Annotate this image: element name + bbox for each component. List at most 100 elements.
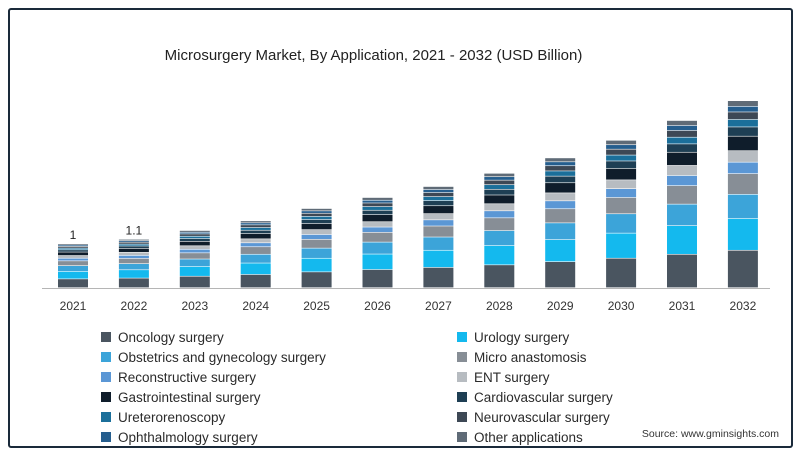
bar-segment-2021-1	[58, 271, 88, 279]
bar-segment-2021-0	[58, 279, 88, 288]
bar-segment-2026-7	[362, 210, 393, 215]
bar-segment-2032-7	[727, 127, 758, 136]
bar-segment-2028-7	[484, 189, 515, 195]
legend-item: Obstetrics and gynecology surgery	[101, 347, 326, 367]
bar-segment-2030-10	[606, 145, 637, 149]
bar-segment-2030-5	[606, 180, 637, 189]
bar-segment-2028-2	[484, 230, 515, 246]
bar-segment-2024-6	[240, 233, 271, 239]
bar-segment-2026-10	[362, 200, 393, 203]
bar-segment-2029-10	[545, 162, 576, 166]
bar-segment-2029-5	[545, 193, 576, 201]
legend-item: Cardiovascular surgery	[457, 387, 613, 407]
bar-segment-2030-1	[606, 233, 637, 258]
bar-segment-2031-2	[667, 204, 697, 226]
bar-segment-2032-6	[727, 136, 758, 151]
source-note: Source: www.gminsights.com	[641, 428, 779, 440]
legend-swatch	[101, 332, 111, 342]
bar-segment-2024-1	[240, 263, 271, 275]
bar-segment-2030-9	[606, 149, 637, 155]
bar-segment-2028-8	[484, 185, 515, 189]
data-label-2022: 1.1	[126, 224, 143, 238]
bar-segment-2027-2	[423, 237, 454, 250]
bar-segment-2028-1	[484, 245, 515, 265]
bar-segment-2022-3	[118, 258, 149, 264]
bar-segment-2022-5	[118, 252, 149, 256]
bar-segment-2029-7	[545, 176, 576, 183]
legend-swatch	[101, 432, 111, 442]
bar-segment-2031-1	[667, 225, 697, 254]
legend-label: Other applications	[474, 429, 583, 445]
bar-segment-2032-3	[727, 173, 758, 195]
bar-segment-2028-6	[484, 195, 515, 204]
bar-segment-2022-2	[118, 263, 149, 270]
bar-segment-2021-6	[58, 252, 88, 256]
legend-label: Micro anastomosis	[474, 349, 587, 365]
bar-segment-2023-8	[179, 236, 210, 239]
bar-segment-2022-11	[118, 239, 149, 241]
bar-segment-2027-7	[423, 200, 454, 206]
bar-segment-2027-11	[423, 186, 454, 190]
bar-segment-2026-2	[362, 242, 393, 254]
bar-segment-2030-0	[606, 258, 637, 288]
bar-segment-2027-1	[423, 250, 454, 268]
bar-segment-2024-0	[240, 274, 271, 288]
bar-segment-2028-10	[484, 177, 515, 180]
bar-segment-2029-4	[545, 201, 576, 209]
bar-segment-2029-2	[545, 223, 576, 240]
bar-segment-2022-6	[118, 248, 149, 253]
bar-segment-2027-4	[423, 220, 454, 226]
bar-segment-2025-6	[301, 223, 332, 230]
bar-segment-2021-4	[58, 258, 88, 261]
legend-item: Other applications	[457, 427, 583, 447]
bar-segment-2021-7	[58, 250, 88, 252]
x-tick-label: 2028	[486, 299, 513, 313]
bar-segment-2031-6	[667, 152, 697, 166]
bar-segment-2023-1	[179, 266, 210, 276]
legend-item: Micro anastomosis	[457, 347, 587, 367]
bar-segment-2021-3	[58, 261, 88, 266]
x-tick-label: 2031	[669, 299, 696, 313]
bar-segment-2026-1	[362, 254, 393, 270]
legend-item: Neurovascular surgery	[457, 407, 610, 427]
bar-segment-2026-9	[362, 203, 393, 207]
bar-segment-2025-3	[301, 239, 332, 248]
bar-segment-2031-8	[667, 137, 697, 144]
data-label-2021: 1	[70, 228, 77, 242]
bar-segment-2028-9	[484, 180, 515, 185]
bar-segment-2022-7	[118, 246, 149, 249]
bar-segment-2024-8	[240, 227, 271, 230]
bar-segment-2030-3	[606, 197, 637, 214]
bar-segment-2032-0	[727, 250, 758, 288]
bar-segment-2025-11	[301, 208, 332, 211]
legend-item: Oncology surgery	[101, 327, 224, 347]
bar-segment-2025-0	[301, 272, 332, 288]
legend-label: Urology surgery	[474, 329, 570, 345]
bar-segment-2026-6	[362, 214, 393, 222]
x-tick-label: 2023	[181, 299, 208, 313]
bar-segment-2032-5	[727, 151, 758, 162]
bar-segment-2028-5	[484, 204, 515, 211]
bar-segment-2023-9	[179, 234, 210, 236]
bar-segment-2029-1	[545, 239, 576, 262]
bar-segment-2027-10	[423, 189, 454, 193]
bar-segment-2027-8	[423, 196, 454, 201]
bar-segment-2024-4	[240, 243, 271, 247]
legend-swatch	[101, 372, 111, 382]
bar-segment-2031-9	[667, 130, 697, 137]
bar-segment-2022-8	[118, 244, 149, 246]
bar-segment-2026-3	[362, 232, 393, 242]
legend-swatch	[101, 352, 111, 362]
bar-segment-2030-7	[606, 161, 637, 169]
bar-segment-2029-9	[545, 166, 576, 171]
legend-label: Reconstructive surgery	[118, 369, 257, 385]
bar-segment-2025-4	[301, 234, 332, 240]
bar-segment-2024-2	[240, 254, 271, 263]
bar-segment-2022-9	[118, 242, 149, 244]
x-tick-label: 2029	[547, 299, 574, 313]
bar-segment-2026-5	[362, 222, 393, 227]
bar-segment-2025-7	[301, 219, 332, 224]
bar-segment-2032-4	[727, 162, 758, 174]
bar-segment-2025-5	[301, 229, 332, 235]
bar-segment-2026-0	[362, 269, 393, 288]
